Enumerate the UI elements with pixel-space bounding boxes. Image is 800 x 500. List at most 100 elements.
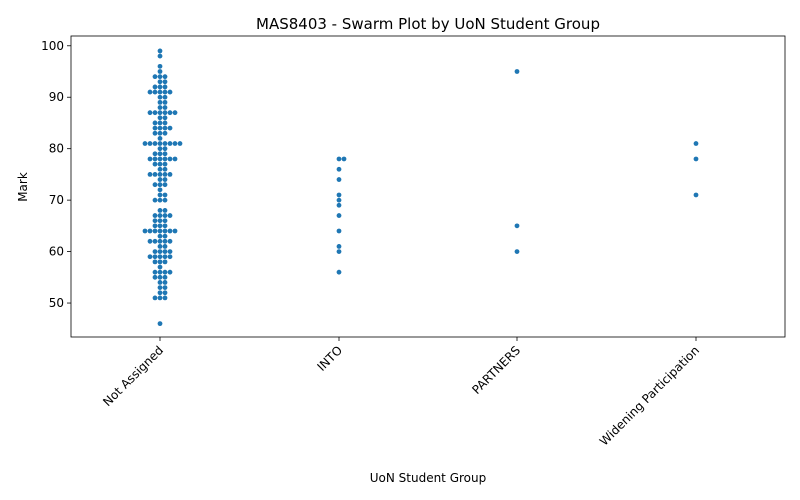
swarm-point (162, 182, 168, 188)
swarm-point (152, 151, 158, 157)
swarm-point (167, 172, 173, 177)
swarm-point (152, 254, 158, 260)
swarm-point (162, 223, 168, 229)
swarm-point (147, 238, 153, 244)
swarm-point (162, 105, 168, 110)
swarm-point (514, 223, 520, 229)
swarm-point (157, 166, 163, 172)
swarm-point (157, 125, 163, 131)
swarm-point (162, 192, 168, 198)
swarm-point (157, 156, 163, 162)
swarm-point (147, 254, 153, 260)
swarm-point (336, 166, 342, 172)
swarm-point (167, 156, 173, 162)
swarm-point (693, 141, 699, 146)
swarm-point (152, 259, 158, 265)
swarm-point (167, 269, 173, 275)
swarm-point (162, 228, 168, 234)
swarm-point (162, 197, 168, 203)
swarm-point (152, 182, 158, 188)
swarm-point (157, 135, 163, 141)
swarm-point (162, 290, 168, 296)
swarm-point (162, 74, 168, 80)
swarm-point (157, 79, 163, 85)
y-axis-ticks: 50 60 70 80 90 100 (41, 39, 71, 310)
swarm-point (157, 223, 163, 229)
swarm-point (162, 125, 168, 131)
swarm-point (162, 218, 168, 224)
swarm-point (162, 151, 168, 157)
swarm-point (157, 63, 163, 69)
swarm-point (167, 254, 173, 260)
y-tick-label: 90 (49, 90, 64, 104)
swarm-point (157, 69, 163, 74)
swarm-point (167, 228, 173, 234)
swarm-point (162, 269, 168, 275)
swarm-point (157, 48, 163, 54)
swarm-point (157, 259, 163, 265)
swarm-point (162, 238, 168, 244)
swarm-point (157, 161, 163, 167)
swarm-point (162, 259, 168, 265)
swarm-point (157, 218, 163, 224)
swarm-point (142, 228, 148, 234)
swarm-point (157, 264, 163, 270)
swarm-point (157, 141, 163, 146)
swarm-point (152, 228, 158, 234)
swarm-point (162, 141, 168, 146)
swarm-point (172, 110, 178, 116)
swarm-point (336, 269, 342, 275)
swarm-point (162, 244, 168, 249)
swarm-point (341, 156, 347, 162)
swarm-point (336, 177, 342, 182)
swarm-point (147, 156, 153, 162)
swarm-point (147, 228, 153, 234)
x-axis-label: UoN Student Group (370, 471, 487, 485)
y-tick-label: 50 (49, 296, 64, 310)
swarm-point (157, 130, 163, 136)
swarm-point (152, 89, 158, 95)
y-tick-label: 100 (41, 39, 64, 53)
chart-title: MAS8403 - Swarm Plot by UoN Student Grou… (256, 15, 600, 33)
swarm-point (162, 233, 168, 239)
swarm-point (152, 274, 158, 280)
swarm-point (162, 115, 168, 121)
swarm-point (167, 141, 173, 146)
swarm-point (157, 295, 163, 301)
x-tick-label: Not Assigned (100, 343, 166, 409)
swarm-point (162, 213, 168, 218)
swarm-point (693, 156, 699, 162)
swarm-point (336, 228, 342, 234)
swarm-point (157, 105, 163, 110)
swarm-point (336, 244, 342, 249)
swarm-point (147, 141, 153, 146)
swarm-point (157, 99, 163, 105)
swarm-point (162, 146, 168, 152)
swarm-point (157, 213, 163, 218)
swarm-point (172, 141, 178, 146)
swarm-point (162, 249, 168, 254)
plot-area (70, 35, 786, 338)
swarm-point (157, 249, 163, 254)
swarm-point (157, 182, 163, 188)
swarm-point (152, 84, 158, 90)
swarm-point (167, 89, 173, 95)
swarm-point (157, 89, 163, 95)
swarm-point (152, 249, 158, 254)
swarm-point (152, 161, 158, 167)
x-axis-ticks: Not Assigned INTO PARTNERS Widening Partici… (100, 337, 702, 448)
swarm-point (157, 151, 163, 157)
swarm-point (514, 249, 520, 254)
swarm-point (157, 254, 163, 260)
swarm-point (172, 156, 178, 162)
swarm-point (167, 213, 173, 218)
swarm-point (152, 269, 158, 275)
swarm-point (162, 172, 168, 177)
swarm-point (162, 177, 168, 182)
swarm-point (162, 254, 168, 260)
swarm-point (152, 110, 158, 116)
swarm-point (157, 192, 163, 198)
swarm-point (157, 285, 163, 291)
swarm-point (152, 213, 158, 218)
x-tick-label: Widening Participation (597, 343, 702, 448)
